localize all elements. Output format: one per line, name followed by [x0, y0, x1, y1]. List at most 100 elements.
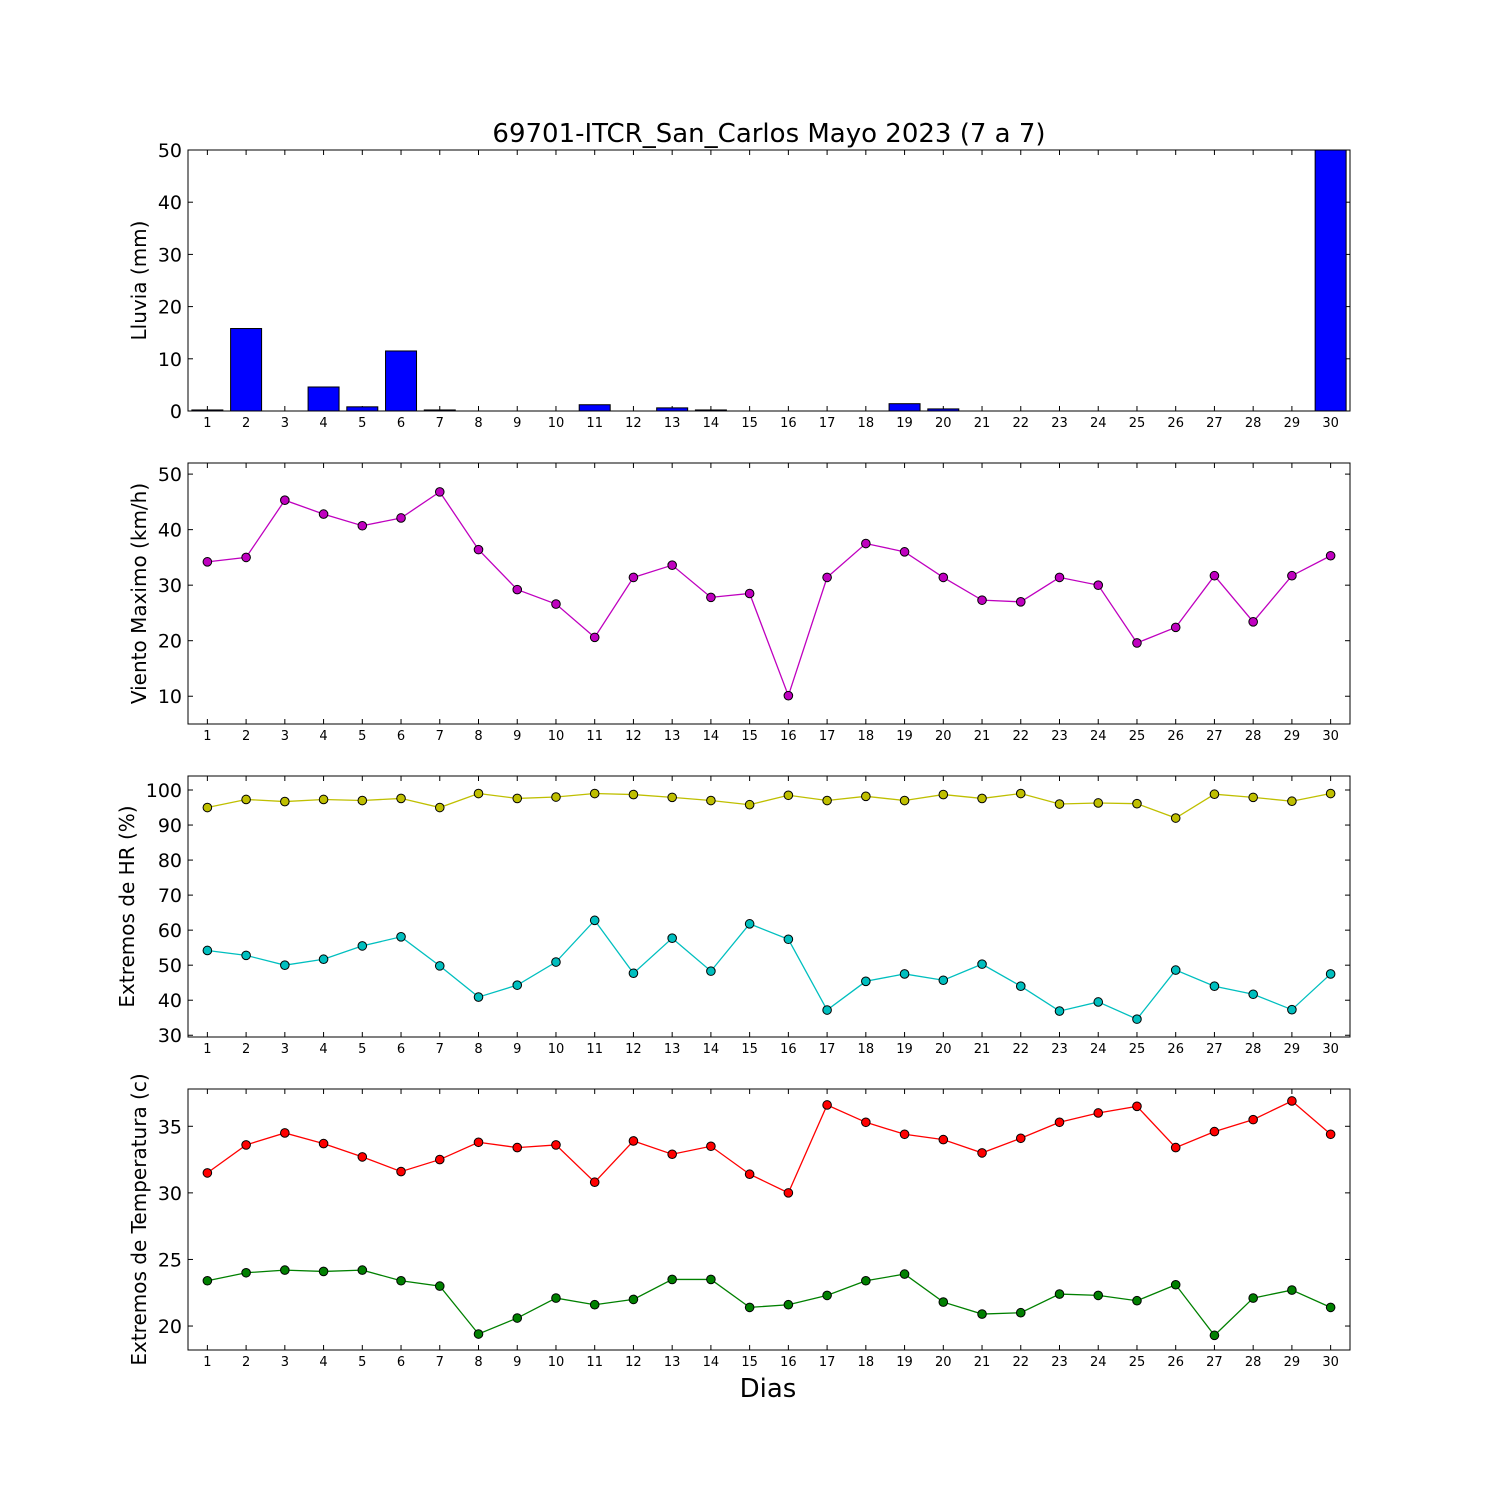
series-line-1	[207, 490, 1331, 698]
x-tick-label: 27	[1206, 1042, 1223, 1057]
series-1-point-day-19	[899, 795, 910, 806]
series-1-point-day-25	[1132, 1101, 1142, 1112]
series-2-point-day-12	[628, 968, 639, 979]
x-tick-label: 19	[896, 1355, 913, 1370]
series-1-point-day-23	[1054, 799, 1065, 809]
series-1-point-day-18	[861, 1117, 871, 1128]
y-tick-label: 10	[158, 349, 182, 371]
y-tick-label: 40	[158, 990, 182, 1012]
x-tick-label: 21	[974, 729, 991, 744]
y-tick-label: 70	[158, 885, 182, 907]
x-tick-label: 23	[1051, 729, 1068, 744]
series-1-point-day-23	[1054, 572, 1065, 583]
x-tick-label: 9	[513, 729, 521, 744]
series-2-point-day-15	[744, 1302, 755, 1313]
series-2-point-day-5	[357, 1265, 368, 1275]
series-1-point-day-9	[512, 584, 523, 595]
x-tick-label: 15	[741, 1355, 758, 1370]
series-1-point-day-19	[899, 547, 910, 557]
x-tick-label: 10	[548, 416, 565, 431]
series-2-point-day-21	[977, 1309, 987, 1319]
series-2-point-day-8	[473, 992, 484, 1002]
x-tick-label: 29	[1284, 1042, 1301, 1057]
series-1-point-day-18	[861, 538, 871, 549]
series-1-point-day-6	[396, 793, 406, 804]
x-tick-label: 11	[586, 416, 603, 431]
x-tick-label: 20	[935, 729, 952, 744]
rain-bar-day-4	[307, 386, 340, 412]
rain-bar-day-5	[346, 406, 379, 412]
series-2-point-day-25	[1132, 1295, 1142, 1306]
series-2-point-day-5	[357, 941, 368, 951]
series-1-point-day-16	[783, 790, 794, 801]
series-2-point-day-13	[667, 933, 677, 944]
series-2-point-day-12	[628, 1294, 639, 1305]
series-1-point-day-5	[357, 795, 368, 806]
x-tick-label: 12	[625, 1042, 642, 1057]
series-1-point-day-21	[977, 1148, 987, 1158]
series-1-point-day-7	[434, 1154, 445, 1165]
series-1-point-day-28	[1248, 792, 1258, 803]
x-tick-label: 11	[586, 729, 603, 744]
y-tick-label: 50	[158, 955, 182, 977]
series-1-point-day-28	[1248, 1114, 1258, 1125]
plot-frame	[187, 149, 1351, 412]
x-tick-label: 23	[1051, 1355, 1068, 1370]
x-tick-label: 16	[780, 416, 797, 431]
x-tick-label: 4	[319, 1355, 327, 1370]
series-1-point-day-3	[280, 1128, 290, 1138]
series-2-point-day-13	[667, 1274, 677, 1285]
y-tick-label: 10	[158, 686, 182, 708]
y-axis-label: Viento Maximo (km/h)	[127, 483, 151, 704]
series-1-point-day-22	[1015, 788, 1026, 799]
x-tick-label: 4	[319, 1042, 327, 1057]
series-1-point-day-20	[938, 1134, 949, 1145]
series-1-point-day-29	[1287, 796, 1297, 807]
x-tick-label: 30	[1322, 1355, 1339, 1370]
x-tick-label: 13	[664, 729, 681, 744]
series-2-point-day-30	[1325, 969, 1336, 979]
y-tick-label: 0	[170, 401, 182, 423]
x-tick-label: 29	[1284, 1355, 1301, 1370]
series-2-point-day-20	[938, 1297, 949, 1307]
x-tick-label: 22	[1012, 416, 1029, 431]
series-2-point-day-17	[822, 1005, 832, 1015]
series-2-point-day-4	[318, 954, 329, 965]
y-axis-label: Lluvia (mm)	[127, 221, 151, 341]
plot-frame	[187, 1088, 1351, 1351]
series-1-point-day-9	[512, 1142, 523, 1153]
x-tick-label: 20	[935, 416, 952, 431]
series-1-point-day-29	[1287, 570, 1297, 581]
x-tick-label: 1	[203, 1355, 211, 1370]
x-tick-label: 20	[935, 1042, 952, 1057]
series-1-point-day-8	[473, 788, 484, 799]
series-1-point-day-13	[667, 1149, 677, 1160]
x-tick-label: 6	[397, 1355, 405, 1370]
series-1-point-day-18	[861, 791, 871, 802]
x-tick-label: 18	[858, 729, 875, 744]
x-tick-label: 27	[1206, 416, 1223, 431]
series-1-point-day-24	[1093, 798, 1104, 808]
x-tick-label: 18	[858, 1355, 875, 1370]
series-1-point-day-27	[1209, 570, 1220, 581]
series-2-point-day-8	[473, 1329, 484, 1339]
x-tick-label: 14	[703, 1355, 720, 1370]
x-tick-label: 26	[1167, 1355, 1184, 1370]
x-tick-label: 9	[513, 1042, 521, 1057]
x-tick-label: 17	[819, 1042, 836, 1057]
series-2-point-day-1	[202, 1275, 213, 1286]
series-2-point-day-9	[512, 1313, 523, 1323]
x-tick-label: 28	[1245, 416, 1262, 431]
series-2-point-day-26	[1170, 1279, 1181, 1290]
series-1-point-day-22	[1015, 1133, 1026, 1144]
x-tick-label: 13	[664, 1355, 681, 1370]
x-tick-label: 13	[664, 1042, 681, 1057]
series-1-point-day-7	[434, 487, 445, 497]
x-tick-label: 30	[1322, 416, 1339, 431]
x-tick-label: 7	[436, 729, 444, 744]
rain-bar-day-20	[927, 408, 960, 412]
x-tick-label: 30	[1322, 1042, 1339, 1057]
